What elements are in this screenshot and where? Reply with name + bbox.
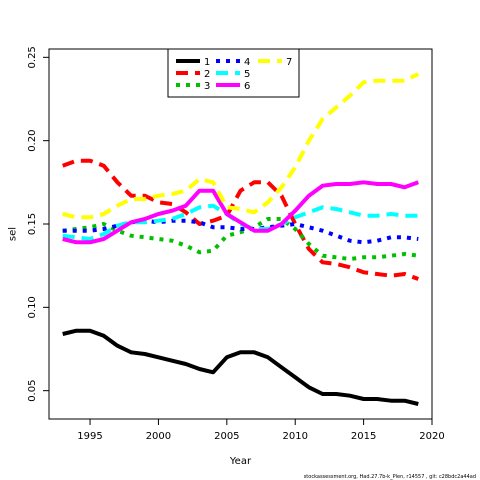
legend-label-5: 5 (244, 69, 250, 80)
x-tick-label: 2010 (282, 431, 307, 442)
y-axis-label: sel (8, 227, 19, 241)
series-1-line (62, 328, 419, 406)
series-2-line (62, 158, 419, 281)
footer-note: stockassessment.org, Had.27.7b-k_Plen, r… (304, 474, 476, 480)
legend-box (167, 48, 300, 98)
series-3-line (62, 217, 419, 261)
x-axis-label: Year (229, 456, 252, 467)
y-tick-label: 0.15 (27, 213, 38, 235)
y-tick-label: 0.05 (27, 380, 38, 402)
x-tick-label: 1995 (77, 431, 102, 442)
legend: 123 456 7 (167, 48, 300, 98)
x-tick-label: 2020 (419, 431, 444, 442)
x-tick-label: 2005 (214, 431, 239, 442)
legend-label-2: 2 (204, 69, 210, 80)
y-axis: 0.05 0.10 0.15 0.20 0.25 (27, 46, 49, 402)
legend-label-1: 1 (204, 57, 210, 68)
legend-label-3: 3 (204, 81, 210, 92)
series-6-line (62, 180, 419, 245)
x-tick-label: 2015 (351, 431, 376, 442)
series-7-line (62, 72, 420, 220)
legend-label-4: 4 (244, 57, 250, 68)
series-layer (62, 72, 420, 406)
series-5-line (62, 203, 419, 241)
y-tick-label: 0.20 (27, 130, 38, 152)
series-4-line (62, 218, 419, 245)
x-axis: 1995 2000 2005 2010 2015 2020 (77, 419, 445, 442)
legend-label-7: 7 (286, 57, 292, 68)
x-tick-label: 2000 (146, 431, 171, 442)
y-tick-label: 0.25 (27, 46, 38, 68)
y-tick-label: 0.10 (27, 296, 38, 318)
legend-label-6: 6 (244, 81, 250, 92)
